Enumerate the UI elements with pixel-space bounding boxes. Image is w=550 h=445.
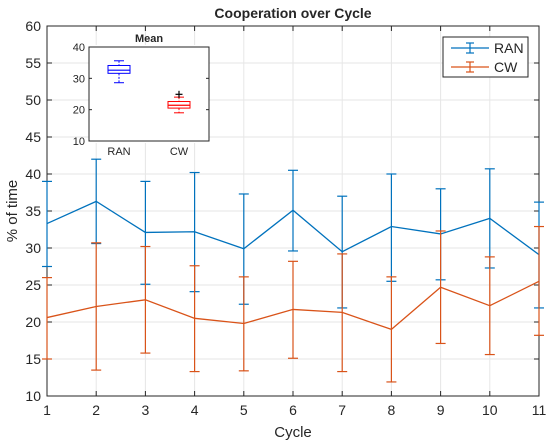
x-axis-label: Cycle xyxy=(274,424,312,441)
y-tick-label: 25 xyxy=(25,277,41,293)
legend: RAN CW xyxy=(442,36,529,78)
y-tick-label: 30 xyxy=(25,240,41,256)
inset-y-tick-label: 40 xyxy=(73,42,85,54)
y-tick-label: 55 xyxy=(25,55,41,71)
series-layer xyxy=(42,158,544,383)
x-tick-label: 8 xyxy=(388,402,396,418)
y-tick-label: 20 xyxy=(25,314,41,330)
series-cw xyxy=(42,225,544,383)
inset-title: Mean xyxy=(135,33,163,45)
inset-background xyxy=(89,45,209,143)
y-tick-label: 45 xyxy=(25,129,41,145)
inset-y-tick-label: 10 xyxy=(73,136,85,148)
inset-box-ran: RAN xyxy=(107,60,131,158)
inset-boxplot: Mean 10 20 30 40 RAN CW xyxy=(73,33,210,158)
box-body xyxy=(107,64,131,74)
inset-box-cw: CW xyxy=(167,90,191,158)
inset-x-tick-label: CW xyxy=(170,146,189,158)
x-tick-label: 7 xyxy=(338,402,346,418)
x-tick-label: 2 xyxy=(92,402,100,418)
y-tick-label: 50 xyxy=(25,92,41,108)
inset-frame xyxy=(88,46,210,142)
y-axis-label: % of time xyxy=(4,180,21,243)
x-tick-label: 5 xyxy=(240,402,248,418)
legend-label-cw: CW xyxy=(494,59,518,75)
inset-y-tick-label: 30 xyxy=(73,73,85,85)
x-tick-label: 9 xyxy=(437,402,445,418)
y-tick-label: 60 xyxy=(25,18,41,34)
x-tick-label: 4 xyxy=(191,402,199,418)
x-tick-label: 1 xyxy=(43,402,51,418)
y-tick-label: 15 xyxy=(25,351,41,367)
inset-x-tick-label: RAN xyxy=(107,146,130,158)
y-tick-label: 10 xyxy=(25,388,41,404)
legend-label-ran: RAN xyxy=(494,40,524,56)
inset-y-tick-label: 20 xyxy=(73,105,85,117)
chart-title: Cooperation over Cycle xyxy=(214,5,371,21)
x-tick-label: 11 xyxy=(532,402,547,418)
x-tick-label: 10 xyxy=(482,402,498,418)
x-tick-label: 6 xyxy=(289,402,297,418)
x-tick-label: 3 xyxy=(142,402,150,418)
y-tick-label: 40 xyxy=(25,166,41,182)
legend-box xyxy=(442,36,529,78)
y-tick-label: 35 xyxy=(25,203,41,219)
